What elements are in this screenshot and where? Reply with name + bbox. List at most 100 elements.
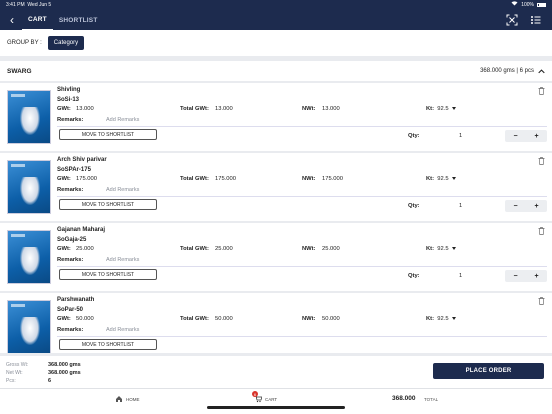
status-bar: 3:41 PM Wed Jun 5 100% (0, 0, 552, 9)
quantity-stepper: − + (505, 270, 547, 282)
wifi-icon (511, 1, 518, 8)
move-to-shortlist-button[interactable]: MOVE TO SHORTLIST (59, 199, 157, 210)
group-by-bar: GROUP BY : Category (0, 30, 552, 56)
nwt-value: 13.000 (322, 106, 340, 112)
trash-icon[interactable] (538, 157, 545, 165)
nav-total-label: TOTAL (424, 397, 439, 402)
product-code: SoSi-13 (57, 97, 80, 103)
gwt-value: 175.000 (76, 176, 97, 182)
remarks-label: Remarks: (57, 117, 84, 123)
total-gwt-label: Total GWt: (180, 176, 209, 182)
product-image[interactable] (7, 160, 51, 214)
decrement-button[interactable]: − (513, 132, 518, 140)
product-image[interactable] (7, 300, 51, 353)
caret-down-icon (451, 316, 456, 320)
kt-select[interactable]: Kt: 92.5 (426, 246, 456, 252)
trash-icon[interactable] (538, 227, 545, 235)
status-time: 3:41 PM (6, 1, 25, 8)
increment-button[interactable]: + (534, 202, 539, 210)
trash-icon[interactable] (538, 87, 545, 95)
total-gwt-value: 13.000 (215, 106, 233, 112)
kt-select[interactable]: Kt: 92.5 (426, 176, 456, 182)
remarks-input[interactable]: Add Remarks (106, 187, 140, 193)
tab-shortlist[interactable]: SHORTLIST (58, 16, 98, 24)
product-name: Parshwanath (57, 297, 95, 303)
category-name: SWARG (7, 67, 32, 75)
caret-down-icon (451, 246, 456, 250)
total-gwt-value: 50.000 (215, 316, 233, 322)
category-summary: 368.000 gms | 6 pcs (480, 68, 534, 74)
nav-home-label: HOME (126, 396, 140, 402)
move-to-shortlist-button[interactable]: MOVE TO SHORTLIST (59, 129, 157, 140)
nwt-value: 25.000 (322, 246, 340, 252)
remarks-input[interactable]: Add Remarks (106, 327, 140, 333)
nwt-value: 50.000 (322, 316, 340, 322)
cart-item-list[interactable]: Shivling SoSi-13 GWt: 13.000 Total GWt: … (0, 83, 552, 353)
product-name: Arch Shiv parivar (57, 157, 107, 163)
nav-home[interactable]: HOME (115, 395, 140, 403)
home-indicator[interactable] (207, 406, 345, 409)
net-weight-value: 368.000 gms (48, 370, 81, 376)
trash-icon[interactable] (538, 297, 545, 305)
decrement-button[interactable]: − (513, 272, 518, 280)
order-totals: Gross Wt: 368.000 gms Net Wt: 368.000 gm… (0, 356, 552, 388)
remarks-input[interactable]: Add Remarks (106, 257, 140, 263)
qty-value: 1 (459, 133, 463, 139)
kt-select[interactable]: Kt: 92.5 (426, 316, 456, 322)
product-code: SoGaja-25 (57, 237, 87, 243)
group-by-label: GROUP BY : (7, 40, 42, 46)
total-gwt-value: 175.000 (215, 176, 236, 182)
battery-icon (537, 2, 546, 7)
caret-down-icon (451, 176, 456, 180)
product-image[interactable] (7, 230, 51, 284)
increment-button[interactable]: + (534, 132, 539, 140)
total-gwt-label: Total GWt: (180, 316, 209, 322)
nwt-label: NWt: (302, 316, 316, 322)
total-gwt-label: Total GWt: (180, 106, 209, 112)
tab-cart[interactable]: CART (22, 10, 53, 30)
pieces-value: 6 (48, 378, 52, 384)
qty-label: Qty: (408, 133, 420, 139)
qty-value: 1 (459, 203, 463, 209)
group-by-category-button[interactable]: Category (47, 36, 85, 50)
remarks-input[interactable]: Add Remarks (106, 117, 140, 123)
cart-item: Parshwanath SoPar-50 GWt: 50.000 Total G… (0, 293, 552, 353)
kt-select[interactable]: Kt: 92.5 (426, 106, 456, 112)
total-gwt-label: Total GWt: (180, 246, 209, 252)
pieces-label: Pcs: (6, 378, 16, 384)
nav-cart[interactable]: 6 CART (252, 391, 278, 404)
gwt-value: 50.000 (76, 316, 94, 322)
move-to-shortlist-button[interactable]: MOVE TO SHORTLIST (59, 269, 157, 280)
scan-icon[interactable] (506, 13, 518, 26)
product-code: SoPar-50 (57, 307, 84, 313)
product-code: SoSPAr-175 (57, 167, 91, 173)
product-name: Shivling (57, 87, 81, 93)
move-to-shortlist-button[interactable]: MOVE TO SHORTLIST (59, 339, 157, 350)
remarks-label: Remarks: (57, 257, 84, 263)
product-image[interactable] (7, 90, 51, 144)
gwt-value: 25.000 (76, 246, 94, 252)
product-name: Gajanan Maharaj (57, 227, 106, 233)
cart-item: Shivling SoSi-13 GWt: 13.000 Total GWt: … (0, 83, 552, 151)
nav-row: ‹ CART SHORTLIST (0, 10, 552, 30)
gross-weight-value: 368.000 gms (48, 362, 81, 368)
nav-cart-label: CART (265, 397, 278, 402)
qty-label: Qty: (408, 203, 420, 209)
gwt-label: GWt: (57, 106, 71, 112)
status-date: Wed Jun 5 (27, 1, 52, 8)
chevron-up-icon[interactable] (538, 68, 545, 74)
gross-weight-label: Gross Wt: (6, 362, 29, 368)
category-section-header[interactable]: SWARG 368.000 gms | 6 pcs (0, 61, 552, 81)
nav-total-value: 368.000 (392, 395, 416, 402)
increment-button[interactable]: + (534, 272, 539, 280)
gwt-label: GWt: (57, 316, 71, 322)
total-gwt-value: 25.000 (215, 246, 233, 252)
qty-label: Qty: (408, 273, 420, 279)
home-icon (116, 396, 122, 402)
filter-list-icon[interactable] (530, 13, 542, 25)
decrement-button[interactable]: − (513, 202, 518, 210)
back-arrow-icon[interactable]: ‹ (10, 13, 14, 27)
quantity-stepper: − + (505, 200, 547, 212)
net-weight-label: Net Wt: (6, 370, 23, 376)
place-order-button[interactable]: PLACE ORDER (433, 363, 544, 379)
